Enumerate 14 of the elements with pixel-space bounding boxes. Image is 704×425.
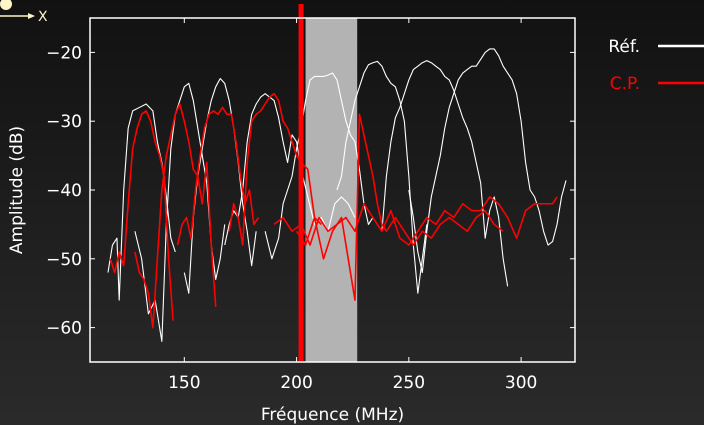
text: X	[38, 9, 48, 25]
x-axis-title: Fréquence (MHz)	[260, 405, 404, 425]
x-tick-label: 200	[280, 373, 313, 393]
y-tick-label: −60	[46, 318, 82, 339]
legend-label: Réf.	[608, 37, 640, 57]
y-tick-label: −40	[46, 181, 82, 201]
x-tick-label: 300	[504, 373, 538, 393]
y-tick-label: −50	[46, 250, 82, 270]
y-tick-label: −20	[46, 43, 82, 64]
y-axis-title: Amplitude (dB)	[7, 126, 27, 254]
y-tick-label: −30	[46, 112, 82, 132]
legend-label: C.P.	[610, 74, 640, 94]
x-tick-label: 150	[168, 373, 201, 393]
x-tick-label: 250	[392, 373, 426, 393]
